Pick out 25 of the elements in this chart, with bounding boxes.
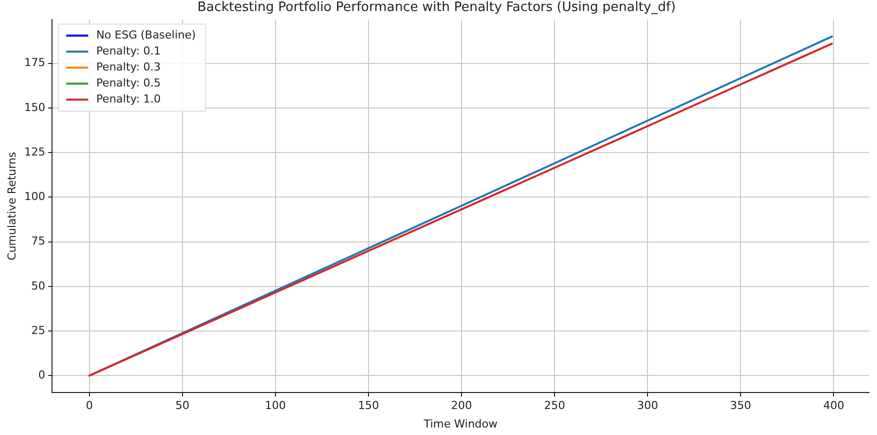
x-tick-label: 350 [730, 399, 752, 412]
y-tick-label: 0 [38, 368, 46, 382]
x-tick-label: 100 [264, 399, 286, 412]
legend-label: Penalty: 0.3 [96, 60, 161, 74]
y-axis-title: Cumulative Returns [5, 152, 18, 260]
x-tick-label: 50 [175, 399, 190, 412]
y-tick-label: 75 [31, 234, 46, 248]
y-tick-label: 25 [31, 324, 46, 337]
x-axis-title: Time Window [422, 417, 498, 430]
legend-label: No ESG (Baseline) [96, 28, 196, 42]
x-tick-label: 300 [637, 399, 658, 412]
x-tick-label: 150 [358, 399, 379, 412]
y-tick-label: 175 [24, 56, 46, 70]
y-tick-label: 150 [24, 100, 46, 114]
legend-label: Penalty: 0.1 [96, 44, 161, 58]
legend-label: Penalty: 1.0 [96, 92, 161, 106]
chart-title: Backtesting Portfolio Performance with Penalty Factors (Using penalty_df) [197, 0, 676, 16]
y-tick-label: 125 [24, 145, 46, 158]
x-tick-label: 400 [823, 399, 844, 412]
x-tick-label: 200 [451, 399, 472, 412]
x-tick-label: 0 [86, 399, 93, 412]
y-tick-label: 100 [24, 190, 46, 204]
legend-label: Penalty: 0.5 [96, 76, 161, 90]
y-tick-label: 50 [31, 279, 46, 292]
x-tick-label: 250 [544, 399, 566, 412]
